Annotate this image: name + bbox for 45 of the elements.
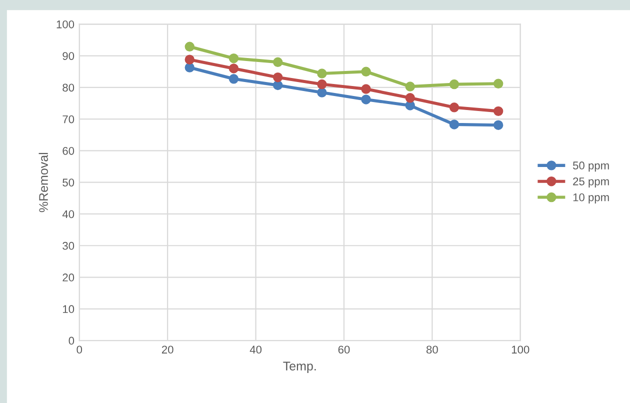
y-tick-label: 20 — [62, 274, 74, 282]
legend-label: 10 ppm — [573, 193, 609, 204]
y-tick-label: 70 — [62, 115, 74, 124]
point — [317, 88, 327, 98]
y-tick-label: 10 — [63, 305, 74, 314]
point — [361, 94, 371, 104]
point — [493, 106, 504, 116]
point — [449, 120, 460, 130]
y-tick-label: 80 — [62, 84, 74, 92]
point — [272, 72, 283, 82]
y-tick-label: 100 — [56, 20, 74, 28]
legend-label: 25 ppm — [573, 177, 609, 188]
point — [361, 66, 371, 76]
point — [228, 64, 239, 74]
point — [449, 102, 460, 112]
x-tick-label: 0 — [76, 346, 82, 354]
x-tick-label: 60 — [338, 346, 350, 354]
point — [228, 74, 239, 84]
point — [449, 79, 460, 90]
x-tick-label: 40 — [250, 346, 262, 354]
y-axis-title: %Removal — [38, 152, 48, 212]
point — [184, 54, 194, 64]
point — [184, 42, 194, 52]
y-tick-label: 60 — [62, 146, 74, 155]
point — [317, 68, 327, 78]
y-tick-label: 30 — [62, 242, 74, 250]
point — [405, 82, 415, 92]
point — [493, 120, 504, 130]
y-tick-label: 40 — [62, 210, 74, 218]
point — [493, 78, 504, 89]
point — [317, 79, 327, 90]
x-axis-title: Temp. — [283, 362, 316, 373]
y-tick-label: 90 — [62, 52, 74, 60]
point — [272, 57, 283, 68]
point — [184, 62, 194, 72]
x-tick-label: 20 — [162, 346, 174, 354]
legend-label: 50 ppm — [572, 162, 609, 172]
point — [405, 93, 415, 103]
point — [361, 84, 371, 94]
y-tick-label: 0 — [68, 336, 74, 345]
x-tick-label: 100 — [512, 346, 530, 354]
x-tick-label: 80 — [426, 346, 438, 354]
point — [272, 80, 283, 90]
point — [228, 53, 239, 64]
y-tick-label: 50 — [62, 178, 74, 186]
